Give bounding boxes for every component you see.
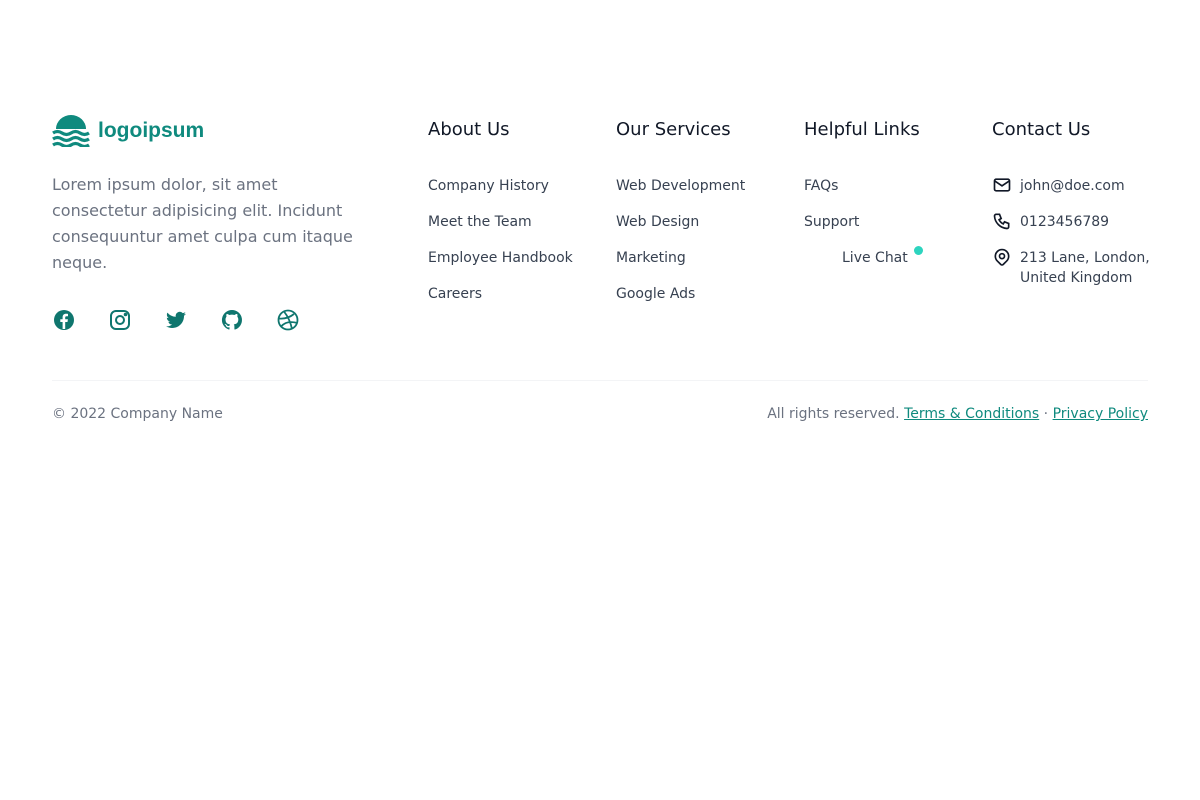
- contact-email[interactable]: john@doe.com: [992, 176, 1160, 212]
- separator: ·: [1043, 406, 1049, 422]
- brand-logo[interactable]: logoipsum: [52, 115, 204, 147]
- logo-icon: [52, 115, 90, 147]
- link-web-design[interactable]: Web Design: [616, 214, 700, 230]
- link-live-chat[interactable]: Live Chat: [804, 246, 923, 268]
- brand-description: Lorem ipsum dolor, sit amet consectetur …: [52, 175, 353, 272]
- link-google-ads[interactable]: Google Ads: [616, 286, 696, 302]
- facebook-icon[interactable]: [52, 308, 76, 332]
- address-text: 213 Lane, London, United Kingdom: [1020, 250, 1150, 286]
- link-faqs[interactable]: FAQs: [804, 178, 839, 194]
- link-careers[interactable]: Careers: [428, 286, 483, 302]
- contact-phone[interactable]: 0123456789: [992, 212, 1160, 248]
- social-links: [52, 308, 300, 332]
- mail-icon: [993, 178, 1011, 192]
- email-text: john@doe.com: [1020, 178, 1125, 194]
- dribbble-icon[interactable]: [276, 308, 300, 332]
- link-meet-the-team[interactable]: Meet the Team: [428, 214, 532, 230]
- logo-text: logoipsum: [98, 119, 205, 142]
- contact-us-column: Contact Us john@doe.com 0123456789 213 L…: [992, 118, 1160, 286]
- link-marketing[interactable]: Marketing: [616, 250, 686, 266]
- github-icon[interactable]: [220, 308, 244, 332]
- phone-icon: [993, 213, 1010, 230]
- live-chat-label: Live Chat: [842, 250, 908, 266]
- contact-address: 213 Lane, London, United Kingdom: [992, 248, 1160, 286]
- phone-text: 0123456789: [1020, 214, 1110, 230]
- copyright: © 2022 Company Name: [52, 406, 223, 422]
- our-services-column: Our Services Web Development Web Design …: [616, 118, 745, 320]
- twitter-icon[interactable]: [164, 308, 188, 332]
- column-title: About Us: [428, 119, 510, 140]
- helpful-links-column: Helpful Links FAQs Support Live Chat: [804, 118, 923, 284]
- link-web-development[interactable]: Web Development: [616, 178, 746, 194]
- footer-divider: [52, 380, 1148, 381]
- link-employee-handbook[interactable]: Employee Handbook: [428, 250, 573, 266]
- privacy-link[interactable]: Privacy Policy: [1052, 406, 1148, 422]
- legal-links: All rights reserved. Terms & Conditions …: [767, 406, 1148, 422]
- column-title: Our Services: [616, 119, 731, 140]
- link-company-history[interactable]: Company History: [428, 178, 549, 194]
- column-title: Contact Us: [992, 119, 1091, 140]
- about-us-column: About Us Company History Meet the Team E…: [428, 118, 573, 320]
- terms-link[interactable]: Terms & Conditions: [904, 406, 1040, 422]
- column-title: Helpful Links: [804, 119, 920, 140]
- rights-text: All rights reserved.: [767, 406, 900, 422]
- map-pin-icon: [994, 248, 1010, 266]
- link-support[interactable]: Support: [804, 214, 860, 230]
- instagram-icon[interactable]: [108, 308, 132, 332]
- online-status-dot: [913, 246, 923, 255]
